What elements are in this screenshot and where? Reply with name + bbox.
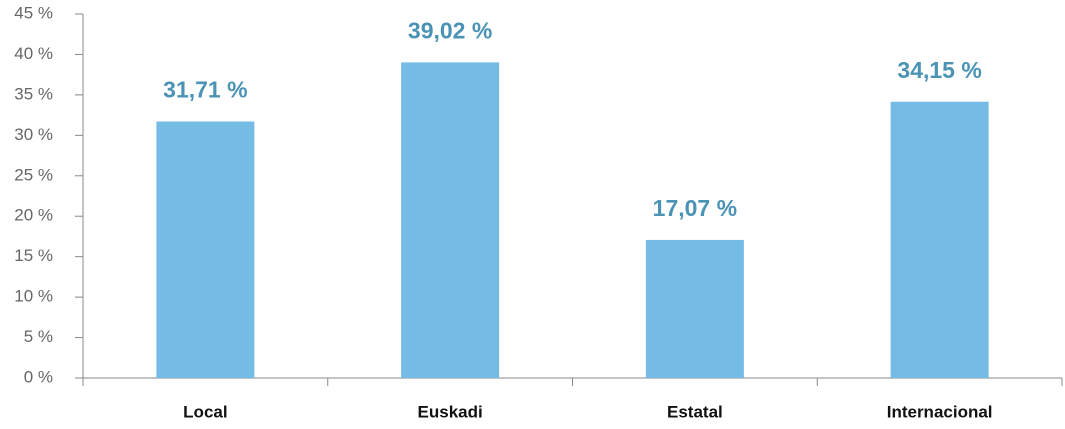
y-tick-label: 40 % [14,44,53,63]
y-tick-label: 5 % [24,327,53,346]
y-tick-label: 35 % [14,84,53,103]
x-tick-label: Euskadi [418,402,483,421]
x-tick-label: Estatal [667,402,723,421]
data-label: 17,07 % [653,195,737,221]
x-tick-label: Local [183,402,227,421]
y-tick-label: 25 % [14,165,53,184]
data-label: 31,71 % [163,77,247,103]
y-tick-label: 20 % [14,206,53,225]
data-label: 34,15 % [897,57,981,83]
y-tick-label: 45 % [14,3,53,22]
y-tick-label: 30 % [14,125,53,144]
bar [401,62,500,379]
y-tick-label: 0 % [24,367,53,386]
bar [890,101,989,379]
bar [156,121,255,378]
bar [645,239,744,378]
y-tick-label: 15 % [14,246,53,265]
y-tick-label: 10 % [14,287,53,306]
data-label: 39,02 % [408,17,492,43]
x-tick-label: Internacional [887,402,993,421]
